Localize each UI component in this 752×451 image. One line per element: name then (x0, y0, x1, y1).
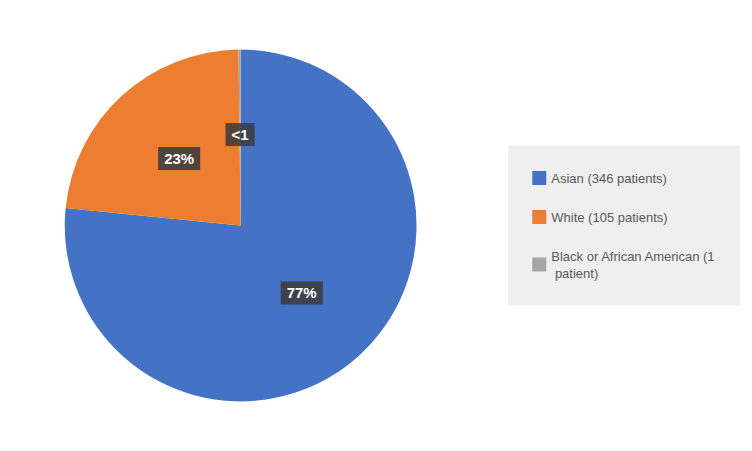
svg-text:Black or African American (1: Black or African American (1 (551, 249, 714, 264)
svg-text:patient): patient) (551, 266, 598, 281)
svg-text:White (105 patients): White (105 patients) (551, 210, 667, 225)
svg-text:Asian (346 patients): Asian (346 patients) (551, 171, 667, 186)
svg-text:23%: 23% (164, 150, 194, 167)
svg-text:77%: 77% (287, 284, 317, 301)
svg-text:<1: <1 (232, 126, 249, 143)
